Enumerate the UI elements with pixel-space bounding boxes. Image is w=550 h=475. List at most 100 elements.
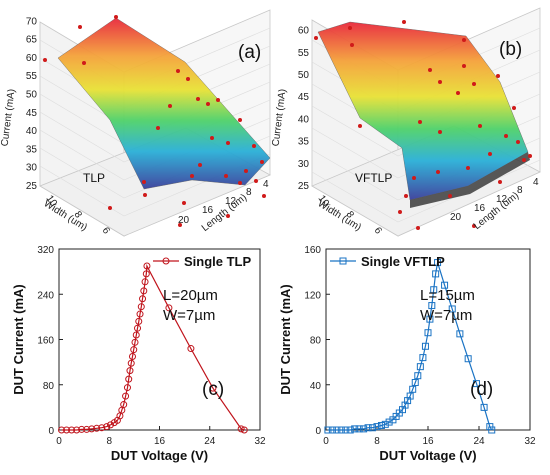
data-point bbox=[187, 345, 195, 353]
plot-frame bbox=[325, 248, 531, 431]
panel-a-measured-points bbox=[43, 15, 266, 227]
panel-label: (c) bbox=[202, 379, 224, 400]
length-tick-label: 16 bbox=[474, 203, 486, 214]
y-tick-label: 320 bbox=[37, 245, 54, 256]
annotation-text: L=20µm bbox=[163, 287, 218, 304]
x-axis-label: DUT Voltage (V) bbox=[111, 448, 208, 463]
z-tick-label: 60 bbox=[26, 53, 38, 64]
data-point bbox=[132, 331, 140, 339]
panel-a-surface bbox=[57, 17, 271, 190]
x-tick-label: 0 bbox=[56, 436, 62, 447]
data-point bbox=[78, 425, 86, 433]
x-axis-label: DUT Voltage (V) bbox=[379, 448, 476, 463]
z-tick-label: 25 bbox=[298, 181, 310, 192]
data-point bbox=[165, 304, 173, 312]
z-tick-label: 30 bbox=[26, 163, 38, 174]
z-tick-label: 50 bbox=[298, 70, 310, 81]
y-tick-label: 0 bbox=[48, 426, 54, 437]
z-tick-label: 45 bbox=[26, 108, 38, 119]
data-point bbox=[333, 426, 341, 434]
panel-a-label: (a) bbox=[238, 42, 261, 63]
x-tick-label: 8 bbox=[374, 436, 380, 447]
data-point bbox=[428, 302, 436, 310]
data-point bbox=[134, 324, 142, 332]
data-point bbox=[411, 378, 419, 386]
z-tick-label: 65 bbox=[26, 35, 38, 46]
y-axis-label: DUT Current (mA) bbox=[11, 284, 26, 395]
data-point bbox=[98, 424, 106, 432]
data-point bbox=[421, 342, 429, 350]
data-point bbox=[409, 385, 417, 393]
annotation-text: W=7µm bbox=[420, 307, 472, 324]
data-point bbox=[83, 425, 91, 433]
z-tick-label: 55 bbox=[298, 48, 310, 59]
length-tick-label: 8 bbox=[246, 187, 252, 198]
z-tick-label: 35 bbox=[298, 137, 310, 148]
data-point bbox=[68, 426, 76, 434]
data-point bbox=[364, 424, 372, 432]
y-tick-label: 160 bbox=[304, 245, 321, 256]
y-axis-label: DUT Current (mA) bbox=[278, 284, 293, 395]
data-point bbox=[426, 315, 434, 323]
legend-marker bbox=[162, 257, 170, 265]
data-point bbox=[424, 329, 432, 337]
data-point bbox=[480, 403, 488, 411]
data-point bbox=[381, 420, 389, 428]
annotation-text: W=7µm bbox=[163, 307, 215, 324]
x-tick-label: 32 bbox=[254, 436, 266, 447]
panel-b-surface-edge bbox=[410, 152, 530, 208]
data-point bbox=[140, 287, 148, 295]
data-point bbox=[488, 426, 496, 434]
width-tick-label: 6 bbox=[100, 225, 112, 236]
panel-b-z-ticks: 25 30 35 40 45 50 55 60 bbox=[298, 26, 310, 192]
data-point bbox=[135, 317, 143, 325]
data-point bbox=[143, 262, 151, 270]
data-point bbox=[131, 338, 139, 346]
data-point bbox=[342, 426, 350, 434]
width-tick-label: 8 bbox=[344, 209, 356, 220]
legend-label: Single TLP bbox=[184, 254, 252, 269]
series-line bbox=[327, 262, 493, 431]
z-tick-label: 45 bbox=[298, 92, 310, 103]
panel-b-z-axis-label: Current (mA) bbox=[271, 88, 289, 147]
x-tick-label: 32 bbox=[524, 436, 536, 447]
z-tick-label: 60 bbox=[298, 26, 310, 37]
length-tick-label: 4 bbox=[263, 179, 269, 190]
data-point bbox=[369, 424, 377, 432]
plot-frame bbox=[58, 248, 261, 431]
z-tick-label: 25 bbox=[26, 181, 38, 192]
panel-a-length-ticks: 48 12 16 20 bbox=[178, 179, 269, 226]
panel-b-length-ticks: 48 12 16 20 bbox=[450, 177, 539, 223]
data-point bbox=[123, 384, 131, 392]
z-tick-label: 50 bbox=[26, 90, 38, 101]
data-point bbox=[209, 384, 217, 392]
legend-label: Single VFTLP bbox=[361, 254, 445, 269]
data-point bbox=[120, 401, 128, 409]
data-point bbox=[137, 303, 145, 311]
data-point bbox=[385, 418, 393, 426]
x-tick-label: 8 bbox=[106, 436, 112, 447]
data-point bbox=[93, 424, 101, 432]
x-tick-label: 16 bbox=[422, 436, 434, 447]
z-tick-label: 40 bbox=[26, 126, 38, 137]
y-tick-label: 120 bbox=[304, 290, 321, 301]
panel-a-annotation: TLP bbox=[83, 171, 105, 185]
data-point bbox=[324, 426, 332, 434]
data-point bbox=[141, 278, 149, 286]
panel-d-line-chart: 0 8 16 24 32 0 40 80 120 160 DUT Voltage (V) DUT Cu… bbox=[278, 245, 536, 463]
legend-marker bbox=[339, 257, 347, 265]
data-point bbox=[416, 363, 424, 371]
panel-a-z-ticks: 25 30 35 40 45 50 55 60 65 70 bbox=[26, 16, 38, 192]
data-point bbox=[441, 281, 449, 289]
data-point bbox=[464, 355, 472, 363]
length-tick-label: 12 bbox=[496, 194, 508, 205]
y-tick-label: 160 bbox=[37, 336, 54, 347]
data-point bbox=[128, 352, 136, 360]
length-tick-label: 12 bbox=[225, 196, 237, 207]
data-point bbox=[103, 423, 111, 431]
z-tick-label: 30 bbox=[298, 159, 310, 170]
data-point bbox=[414, 372, 422, 380]
data-point bbox=[346, 426, 354, 434]
length-tick-label: 20 bbox=[178, 215, 190, 226]
